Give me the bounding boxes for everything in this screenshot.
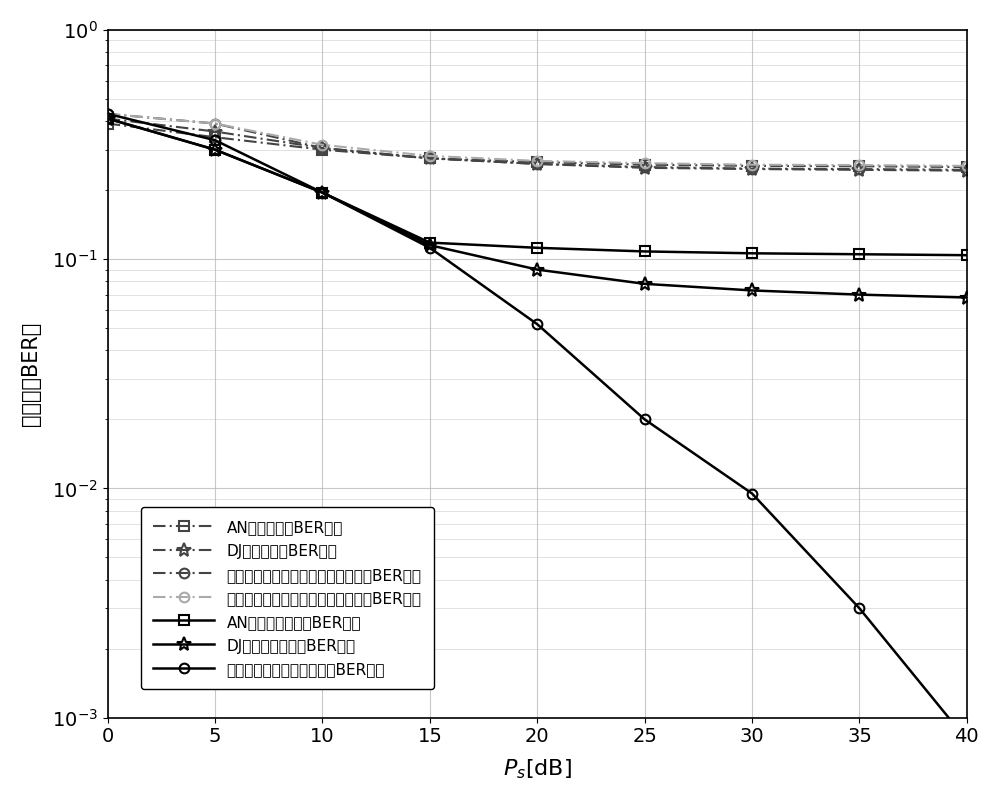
- 本发明所提方案虚部信号接收中继处BER性能: [531, 156, 543, 166]
- DJ方案中继处BER性能: [424, 153, 436, 163]
- 本发明所提方案实部信号接收中继处BER性能: [961, 165, 973, 175]
- DJ方案中继处BER性能: [102, 114, 114, 124]
- AN方案中继处BER性能: [639, 160, 651, 169]
- 本发明所提方案目的节点处BER性能: [209, 136, 221, 145]
- AN方案中继处BER性能: [853, 161, 865, 171]
- 本发明所提方案虚部信号接收中继处BER性能: [424, 151, 436, 160]
- AN方案目的节点处BER性能: [961, 250, 973, 260]
- 本发明所提方案目的节点处BER性能: [639, 415, 651, 424]
- Line: 本发明所提方案虚部信号接收中继处BER性能: 本发明所提方案虚部信号接收中继处BER性能: [103, 109, 972, 171]
- AN方案目的节点处BER性能: [424, 238, 436, 248]
- 本发明所提方案实部信号接收中继处BER性能: [853, 164, 865, 174]
- 本发明所提方案目的节点处BER性能: [961, 735, 973, 745]
- Line: DJ方案目的节点处BER性能: DJ方案目的节点处BER性能: [101, 111, 974, 305]
- 本发明所提方案目的节点处BER性能: [316, 188, 328, 197]
- AN方案目的节点处BER性能: [853, 249, 865, 259]
- DJ方案中继处BER性能: [531, 159, 543, 168]
- AN方案目的节点处BER性能: [639, 247, 651, 257]
- 本发明所提方案虚部信号接收中继处BER性能: [102, 109, 114, 119]
- DJ方案目的节点处BER性能: [961, 293, 973, 302]
- DJ方案中继处BER性能: [316, 144, 328, 153]
- AN方案中继处BER性能: [531, 157, 543, 167]
- 本发明所提方案虚部信号接收中继处BER性能: [961, 161, 973, 171]
- 本发明所提方案实部信号接收中继处BER性能: [209, 119, 221, 128]
- DJ方案目的节点处BER性能: [102, 114, 114, 124]
- AN方案目的节点处BER性能: [209, 145, 221, 155]
- 本发明所提方案虚部信号接收中继处BER性能: [853, 160, 865, 170]
- DJ方案目的节点处BER性能: [316, 188, 328, 197]
- DJ方案中继处BER性能: [961, 166, 973, 176]
- Y-axis label: 误码率（BER）: 误码率（BER）: [21, 322, 41, 426]
- DJ方案目的节点处BER性能: [531, 265, 543, 274]
- AN方案中继处BER性能: [961, 162, 973, 172]
- 本发明所提方案实部信号接收中继处BER性能: [102, 109, 114, 119]
- Line: AN方案目的节点处BER性能: AN方案目的节点处BER性能: [103, 114, 972, 260]
- AN方案目的节点处BER性能: [102, 114, 114, 124]
- Line: 本发明所提方案实部信号接收中继处BER性能: 本发明所提方案实部信号接收中继处BER性能: [103, 109, 972, 175]
- X-axis label: $P_s$[dB]: $P_s$[dB]: [503, 758, 572, 781]
- 本发明所提方案实部信号接收中继处BER性能: [531, 159, 543, 168]
- 本发明所提方案虚部信号接收中继处BER性能: [746, 160, 758, 169]
- DJ方案目的节点处BER性能: [853, 290, 865, 299]
- 本发明所提方案实部信号接收中继处BER性能: [424, 153, 436, 163]
- Legend: AN方案中继处BER性能, DJ方案中继处BER性能, 本发明所提方案实部信号接收中继处BER性能, 本发明所提方案虚部信号接收中继处BER性能, AN方案目的: AN方案中继处BER性能, DJ方案中继处BER性能, 本发明所提方案实部信号接…: [141, 508, 434, 690]
- 本发明所提方案实部信号接收中继处BER性能: [316, 144, 328, 153]
- 本发明所提方案虚部信号接收中继处BER性能: [639, 158, 651, 168]
- DJ方案目的节点处BER性能: [209, 145, 221, 155]
- AN方案中继处BER性能: [102, 119, 114, 128]
- 本发明所提方案虚部信号接收中继处BER性能: [209, 119, 221, 128]
- DJ方案中继处BER性能: [853, 165, 865, 175]
- 本发明所提方案目的节点处BER性能: [102, 109, 114, 119]
- 本发明所提方案虚部信号接收中继处BER性能: [316, 140, 328, 150]
- 本发明所提方案目的节点处BER性能: [424, 243, 436, 253]
- AN方案目的节点处BER性能: [746, 249, 758, 258]
- AN方案目的节点处BER性能: [531, 243, 543, 253]
- DJ方案目的节点处BER性能: [639, 279, 651, 289]
- DJ方案目的节点处BER性能: [746, 286, 758, 295]
- 本发明所提方案目的节点处BER性能: [531, 319, 543, 329]
- 本发明所提方案目的节点处BER性能: [746, 488, 758, 498]
- 本发明所提方案实部信号接收中继处BER性能: [746, 164, 758, 173]
- DJ方案中继处BER性能: [639, 163, 651, 172]
- AN方案中继处BER性能: [316, 145, 328, 155]
- Line: AN方案中继处BER性能: AN方案中继处BER性能: [103, 119, 972, 172]
- 本发明所提方案实部信号接收中继处BER性能: [639, 162, 651, 172]
- AN方案中继处BER性能: [209, 132, 221, 142]
- DJ方案中继处BER性能: [209, 127, 221, 136]
- DJ方案目的节点处BER性能: [424, 241, 436, 250]
- 本发明所提方案目的节点处BER性能: [853, 604, 865, 614]
- AN方案中继处BER性能: [746, 161, 758, 171]
- Line: 本发明所提方案目的节点处BER性能: 本发明所提方案目的节点处BER性能: [103, 109, 972, 745]
- AN方案中继处BER性能: [424, 153, 436, 163]
- DJ方案中继处BER性能: [746, 164, 758, 174]
- Line: DJ方案中继处BER性能: DJ方案中继处BER性能: [101, 111, 974, 177]
- AN方案目的节点处BER性能: [316, 188, 328, 197]
